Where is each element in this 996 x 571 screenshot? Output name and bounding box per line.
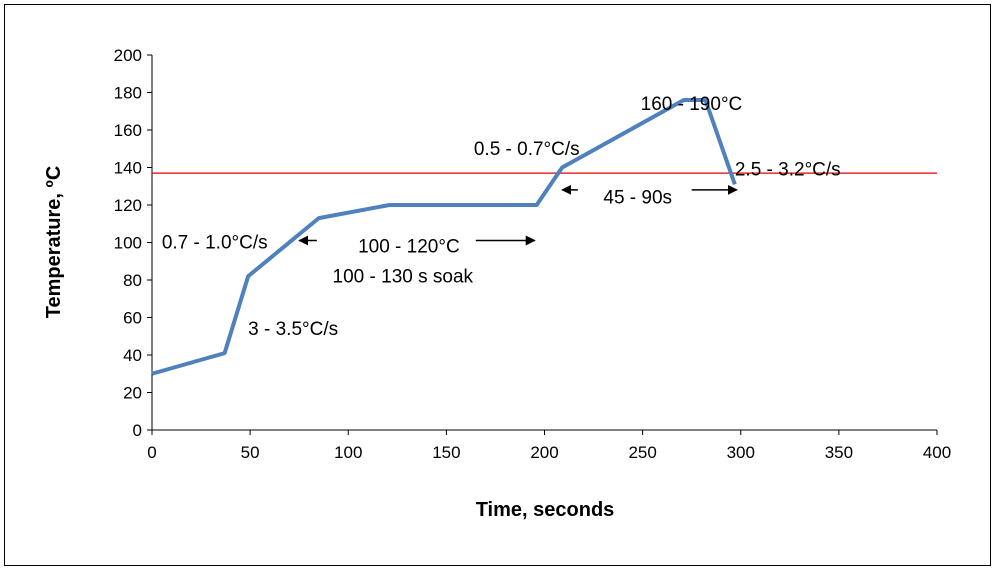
annotation-label: 2.5 - 3.2°C/s: [735, 159, 841, 180]
y-tick-label: 160: [114, 121, 142, 140]
x-tick-label: 100: [334, 443, 362, 462]
chart-frame: [4, 4, 991, 566]
x-axis-title: Time, seconds: [476, 499, 615, 521]
y-tick-label: 180: [114, 84, 142, 103]
x-tick-label: 150: [432, 443, 460, 462]
x-tick-label: 0: [147, 443, 156, 462]
y-tick-label: 200: [114, 46, 142, 65]
annotation-label: 3 - 3.5°C/s: [248, 319, 338, 340]
y-tick-label: 120: [114, 196, 142, 215]
annotation-label: 160 - 190°C: [641, 94, 743, 115]
y-tick-label: 100: [114, 234, 142, 253]
annotation-label: 100 - 120°C: [358, 236, 460, 257]
x-tick-label: 350: [825, 443, 853, 462]
y-tick-label: 40: [123, 346, 142, 365]
y-tick-label: 80: [123, 271, 142, 290]
x-tick-label: 50: [241, 443, 260, 462]
y-tick-label: 0: [133, 421, 142, 440]
x-tick-label: 400: [923, 443, 951, 462]
x-tick-label: 200: [530, 443, 558, 462]
y-axis-title: Temperature, ºC: [43, 166, 65, 319]
annotation-label: 0.5 - 0.7°C/s: [474, 139, 580, 160]
annotation-label: 0.7 - 1.0°C/s: [162, 233, 268, 254]
profile-line: [151, 98, 737, 376]
annotation-label: 100 - 130 s soak: [333, 266, 474, 287]
x-tick-label: 300: [727, 443, 755, 462]
y-tick-label: 140: [114, 159, 142, 178]
annotation-label: 45 - 90s: [603, 188, 672, 209]
y-tick-label: 60: [123, 309, 142, 328]
y-tick-label: 20: [123, 384, 142, 403]
x-tick-label: 250: [628, 443, 656, 462]
